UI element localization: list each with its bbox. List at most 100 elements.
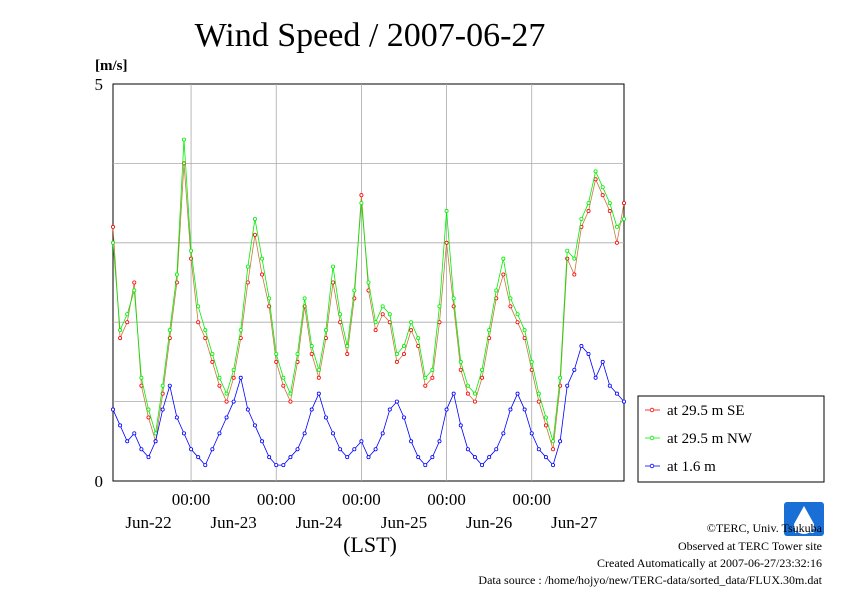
- x-tick-label-time: 00:00: [427, 490, 466, 509]
- data-point: [295, 447, 300, 452]
- data-point: [224, 399, 229, 404]
- data-point: [323, 415, 328, 420]
- data-point: [423, 463, 428, 468]
- data-point: [444, 407, 449, 412]
- data-point: [480, 367, 485, 372]
- data-point: [274, 359, 279, 364]
- data-point: [558, 439, 563, 444]
- data-point: [189, 447, 194, 452]
- x-tick-label-date: Jun-26: [466, 513, 512, 532]
- data-point: [245, 280, 250, 285]
- data-point: [345, 351, 350, 356]
- series-2: [111, 344, 627, 468]
- data-point: [437, 439, 442, 444]
- data-point: [579, 216, 584, 221]
- data-point: [302, 296, 307, 301]
- data-point: [366, 280, 371, 285]
- data-point: [394, 351, 399, 356]
- data-point: [614, 391, 619, 396]
- data-point: [565, 248, 570, 253]
- data-point: [118, 328, 123, 333]
- data-point: [515, 320, 520, 325]
- x-tick-label-time: 00:00: [257, 490, 296, 509]
- data-point: [146, 415, 151, 420]
- legend: at 29.5 m SE at 29.5 m NW at 1.6 m: [637, 395, 825, 483]
- data-point: [572, 256, 577, 261]
- data-point: [480, 463, 485, 468]
- data-point: [536, 399, 541, 404]
- data-point: [551, 463, 556, 468]
- data-point: [430, 375, 435, 380]
- data-point: [501, 272, 506, 277]
- data-point: [352, 288, 357, 293]
- data-point: [160, 407, 165, 412]
- data-point: [331, 264, 336, 269]
- data-point: [508, 407, 513, 412]
- y-axis-label: [m/s]: [95, 58, 128, 74]
- data-point: [409, 439, 414, 444]
- data-point: [458, 423, 463, 428]
- data-point: [125, 312, 130, 317]
- data-point: [387, 407, 392, 412]
- data-point: [189, 248, 194, 253]
- data-point: [274, 463, 279, 468]
- data-point: [430, 455, 435, 460]
- data-point: [231, 367, 236, 372]
- data-point: [614, 224, 619, 229]
- data-point: [231, 399, 236, 404]
- data-point: [288, 391, 293, 396]
- legend-marker: [649, 407, 655, 413]
- data-point: [380, 431, 385, 436]
- data-point: [352, 447, 357, 452]
- data-point: [622, 216, 627, 221]
- data-point: [401, 351, 406, 356]
- data-point: [252, 232, 257, 237]
- data-point: [210, 351, 215, 356]
- data-point: [401, 344, 406, 349]
- data-point: [423, 383, 428, 388]
- data-point: [203, 463, 208, 468]
- data-point: [565, 383, 570, 388]
- data-point: [501, 431, 506, 436]
- data-point: [196, 304, 201, 309]
- data-point: [132, 288, 137, 293]
- data-point: [451, 391, 456, 396]
- data-point: [196, 455, 201, 460]
- data-point: [331, 431, 336, 436]
- data-point: [430, 367, 435, 372]
- data-point: [238, 328, 243, 333]
- data-point: [380, 304, 385, 309]
- data-point: [118, 423, 123, 428]
- y-tick-label-max: 5: [95, 75, 104, 94]
- data-point: [522, 407, 527, 412]
- data-point: [181, 431, 186, 436]
- data-point: [551, 447, 556, 452]
- plot-area: [111, 83, 627, 482]
- x-tick-label-time: 00:00: [512, 490, 551, 509]
- footer-observed: Observed at TERC Tower site: [678, 539, 822, 553]
- data-point: [224, 391, 229, 396]
- data-point: [217, 375, 222, 380]
- series-1: [111, 137, 627, 444]
- data-point: [217, 431, 222, 436]
- data-point: [139, 375, 144, 380]
- x-tick-label-date: Jun-23: [211, 513, 257, 532]
- data-point: [373, 447, 378, 452]
- data-point: [401, 415, 406, 420]
- data-point: [210, 359, 215, 364]
- legend-label: at 1.6 m: [667, 459, 716, 475]
- data-point: [458, 367, 463, 372]
- data-point: [465, 383, 470, 388]
- data-point: [111, 407, 116, 412]
- data-point: [380, 312, 385, 317]
- data-point: [316, 367, 321, 372]
- legend-marker: [649, 463, 655, 469]
- data-point: [543, 455, 548, 460]
- data-point: [174, 415, 179, 420]
- data-point: [494, 447, 499, 452]
- data-point: [387, 312, 392, 317]
- data-point: [465, 391, 470, 396]
- data-point: [444, 240, 449, 245]
- data-point: [472, 455, 477, 460]
- data-point: [267, 296, 272, 301]
